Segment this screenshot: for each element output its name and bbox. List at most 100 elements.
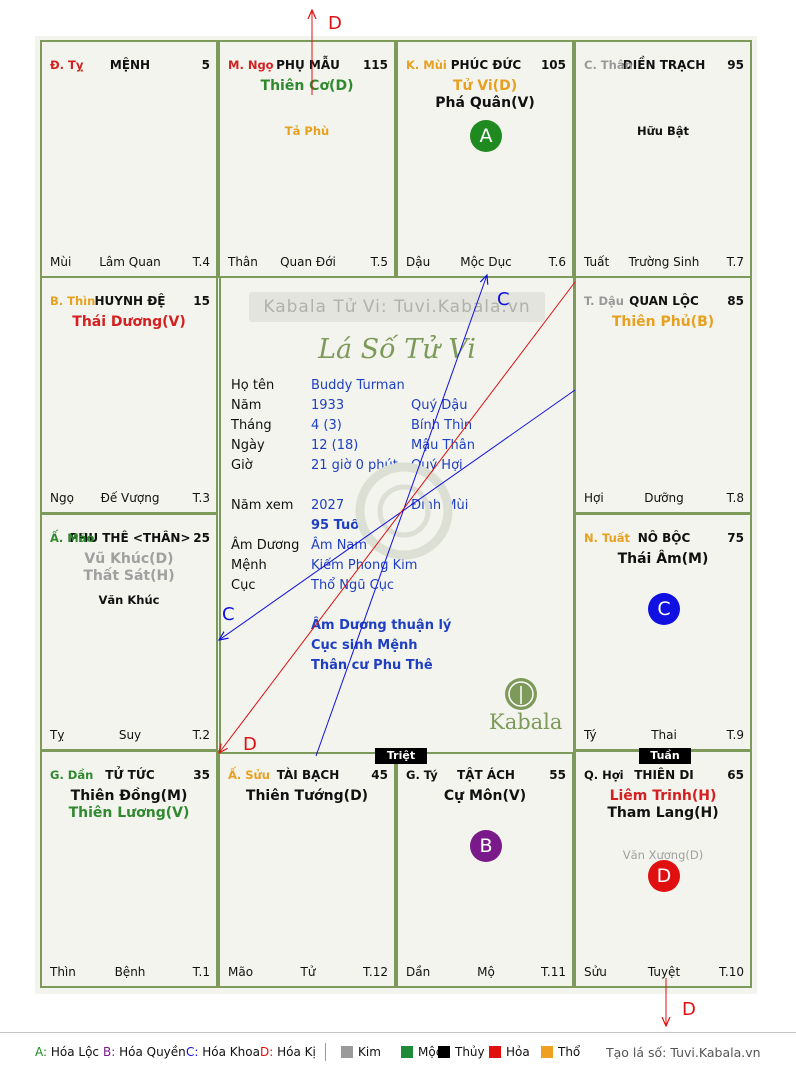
footer-left: Sửu [584, 965, 607, 979]
main-star: Tử Vi(D) [452, 78, 518, 94]
palace-footer: Thìn Bệnh T.1 [50, 965, 210, 979]
info-label: Năm xem [231, 498, 294, 513]
tuvi-chart: MỆNH Đ. Tỵ 5 Mùi Lâm Quan T.4 PHỤ MẪU M. Ngọ 115… [35, 36, 757, 994]
minor-stars: Văn Xương(D) [576, 848, 750, 862]
element-label: Hỏa [506, 1045, 530, 1059]
main-star: Thái Âm(M) [617, 551, 709, 567]
palace-thin[interactable]: HUYNH ĐỆ B. Thìn 15 Thái Dương(V) Ngọ Đế Vượn… [40, 276, 218, 514]
main-stars: Cự Môn(V) [398, 788, 572, 805]
footer-left: Tuất [584, 255, 610, 269]
footer-mid: Thai [651, 728, 677, 742]
arrow-label-c-mocduc: C [497, 289, 510, 310]
info-value: Kiếm Phong Kim [311, 558, 418, 573]
palace-header: THIÊN DI Q. Hợi 65 [584, 768, 744, 782]
legend-bar: A: Hóa Lộc B: Hóa Quyền C: Hóa Khoa D: Hóa … [0, 1032, 796, 1071]
main-stars: Tử Vi(D) Phá Quân(V) [398, 78, 572, 112]
legend-item: C: Hóa Khoa [186, 1045, 260, 1059]
element-swatch [438, 1046, 450, 1058]
arrow-label-d-lower: D [243, 734, 257, 755]
info-value: 2027 [311, 498, 345, 513]
footer-mid: Bệnh [114, 965, 146, 979]
palace-header: TÀI BẠCH Ấ. Sửu 45 [228, 768, 388, 782]
palace-branch: K. Mùi [406, 58, 447, 72]
info-value: Buddy Turman [311, 378, 405, 393]
element-swatch [541, 1046, 553, 1058]
palace-dan[interactable]: TỬ TỨC G. Dần 35 Thiên Đồng(M) Thiên Lương(V… [40, 750, 218, 988]
main-stars: Liêm Trinh(H) Tham Lang(H) [576, 788, 750, 822]
palace-header: MỆNH Đ. Tỵ 5 [50, 58, 210, 72]
palace-tuat[interactable]: NÔ BỘC N. Tuất 75 Thái Âm(M) C Tý Thai T.9 [574, 513, 752, 751]
footer-left: Mùi [50, 255, 72, 269]
main-stars: Thiên Phủ(B) [576, 314, 750, 331]
site-credit: Tạo lá số: Tuvi.Kabala.vn [606, 1045, 761, 1060]
legend-text: Hóa Quyền [115, 1045, 186, 1059]
footer-right: T.4 [192, 255, 210, 269]
footer-right: T.5 [370, 255, 388, 269]
palace-number: 55 [549, 768, 566, 782]
element-label: Kim [358, 1045, 381, 1059]
palace-footer: Tý Thai T.9 [584, 728, 744, 742]
palace-than[interactable]: ĐIỀN TRẠCH C. Thân 95 Hữu Bật Tuất Trường Sin… [574, 40, 752, 278]
palace-header: QUAN LỘC T. Dậu 85 [584, 294, 744, 308]
palace-header: HUYNH ĐỆ B. Thìn 15 [50, 294, 210, 308]
palace-branch: Đ. Tỵ [50, 58, 84, 72]
legend-key: D: [260, 1045, 274, 1059]
info-value: 1933 [311, 398, 345, 413]
element-swatch [401, 1046, 413, 1058]
footer-left: Dần [406, 965, 431, 979]
palace-suu[interactable]: TÀI BẠCH Ấ. Sửu 45 Thiên Tướng(D) Mão Tử T.12 [218, 750, 396, 988]
main-star: Thiên Cơ(D) [260, 78, 354, 94]
palace-name: TỬ TỨC [105, 768, 155, 782]
element-label: Thổ [558, 1045, 581, 1059]
palace-branch: C. Thân [584, 58, 633, 72]
palace-footer: Thân Quan Đới T.5 [228, 255, 388, 269]
info-value: 12 (18) [311, 438, 359, 453]
minor-star: Tả Phù [284, 124, 330, 138]
arrow-label-d-top: D [328, 13, 342, 34]
footer-right: T.9 [726, 728, 744, 742]
palace-number: 5 [201, 58, 210, 72]
footer-mid: Tử [300, 965, 316, 979]
minor-star: Văn Khúc [98, 593, 160, 607]
main-star: Vũ Khúc(D) [84, 551, 174, 567]
footer-right: T.3 [192, 491, 210, 505]
palace-mui[interactable]: PHÚC ĐỨC K. Mùi 105 Tử Vi(D) Phá Quân(V) A Dậu… [396, 40, 574, 278]
footer-left: Ngọ [50, 491, 74, 505]
legend-divider [325, 1043, 326, 1061]
element-label: Mộc [418, 1045, 443, 1059]
footer-right: T.2 [192, 728, 210, 742]
chart-title: Lá Số Tử Vi [318, 334, 476, 365]
minor-stars: Văn Khúc [42, 593, 216, 607]
palace-name: PHU THÊ <THÂN> [69, 531, 191, 545]
bagua-emblem [355, 462, 453, 560]
minor-stars: Tả Phù [220, 124, 394, 138]
palace-ti[interactable]: TẬT ÁCH G. Tý 55 Cự Môn(V) B Dần Mộ T.11 [396, 750, 574, 988]
palace-name: PHỤ MẪU [276, 58, 340, 72]
legend-key: C: [186, 1045, 199, 1059]
palace-branch: T. Dậu [584, 294, 624, 308]
palace-dau[interactable]: QUAN LỘC T. Dậu 85 Thiên Phủ(B) Hợi Dưỡng T.8 [574, 276, 752, 514]
palace-name: TÀI BẠCH [276, 768, 340, 782]
palace-hoi[interactable]: THIÊN DI Q. Hợi 65 Liêm Trinh(H) Tham Lang(H… [574, 750, 752, 988]
info-label: Năm [231, 398, 262, 413]
info-value: 95 Tuổi [311, 518, 364, 533]
palace-mao[interactable]: PHU THÊ <THÂN> Ấ. Mão 25 Vũ Khúc(D) Thất Sát… [40, 513, 218, 751]
palace-footer: Dậu Mộc Dục T.6 [406, 255, 566, 269]
palace-number: 65 [727, 768, 744, 782]
footer-mid: Lâm Quan [99, 255, 161, 269]
legend-text: Hóa Kị [273, 1045, 316, 1059]
palace-name: ĐIỀN TRẠCH [622, 58, 706, 72]
palace-branch: B. Thìn [50, 294, 96, 308]
info-value: Âm Nam [311, 538, 368, 553]
palace-number: 95 [727, 58, 744, 72]
info-value: 4 (3) [311, 418, 342, 433]
info-value: Thổ Ngũ Cục [311, 578, 395, 593]
palace-ngo[interactable]: PHỤ MẪU M. Ngọ 115 Thiên Cơ(D) Tả Phù Thân Qua… [218, 40, 396, 278]
palace-ty[interactable]: MỆNH Đ. Tỵ 5 Mùi Lâm Quan T.4 [40, 40, 218, 278]
palace-header: PHÚC ĐỨC K. Mùi 105 [406, 58, 566, 72]
palace-footer: Tỵ Suy T.2 [50, 728, 210, 742]
palace-footer: Hợi Dưỡng T.8 [584, 491, 744, 505]
info-note: Âm Dương thuận lý [311, 618, 452, 633]
main-star: Thái Dương(V) [72, 314, 186, 330]
